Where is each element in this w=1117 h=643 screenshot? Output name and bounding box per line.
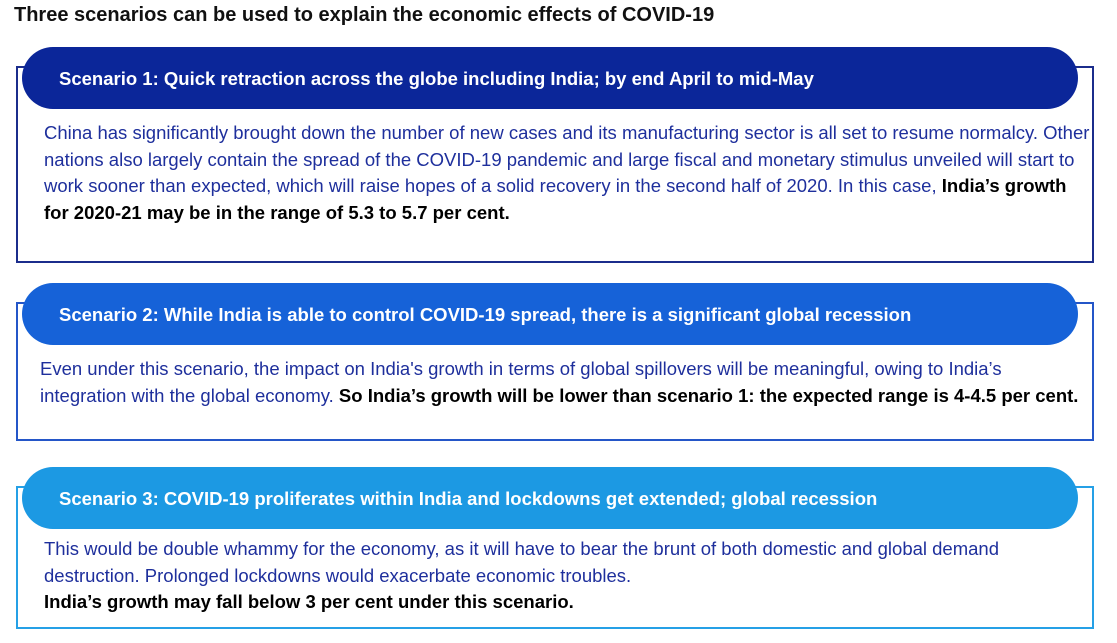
scenario-3-heading-text: Scenario 3: COVID-19 proliferates within… <box>59 487 878 509</box>
scenario-2-body: Even under this scenario, the impact on … <box>40 358 1002 406</box>
scenario-3-body: This would be double whammy for the econ… <box>44 538 999 586</box>
scenario-1-heading-text: Scenario 1: Quick retraction across the … <box>59 67 814 89</box>
scenario-3-highlight: India’s growth may fall below 3 per cent… <box>44 591 574 612</box>
scenario-2-description: Even under this scenario, the impact on … <box>40 356 1090 409</box>
scenario-3-heading: Scenario 3: COVID-19 proliferates within… <box>22 467 1078 529</box>
scenario-1-body: China has significantly brought down the… <box>44 122 1090 196</box>
scenario-2-highlight: So India’s growth will be lower than sce… <box>338 384 1079 406</box>
box-border-top-right <box>1074 66 1094 68</box>
page-title: Three scenarios can be used to explain t… <box>14 4 715 26</box>
scenario-2-heading-text: Scenario 2: While India is able to contr… <box>59 303 912 325</box>
scenario-1-heading: Scenario 1: Quick retraction across the … <box>22 47 1078 109</box>
box-border-top-right <box>1074 302 1094 304</box>
box-border-top-right <box>1074 486 1094 488</box>
scenario-1-highlight: India’s growth for 2020-21 may be in the… <box>44 175 1067 223</box>
scenario-2-heading: Scenario 2: While India is able to contr… <box>22 283 1078 345</box>
scenario-1-description: China has significantly brought down the… <box>44 120 1094 226</box>
scenario-3-description: This would be double whammy for the econ… <box>44 536 1094 616</box>
